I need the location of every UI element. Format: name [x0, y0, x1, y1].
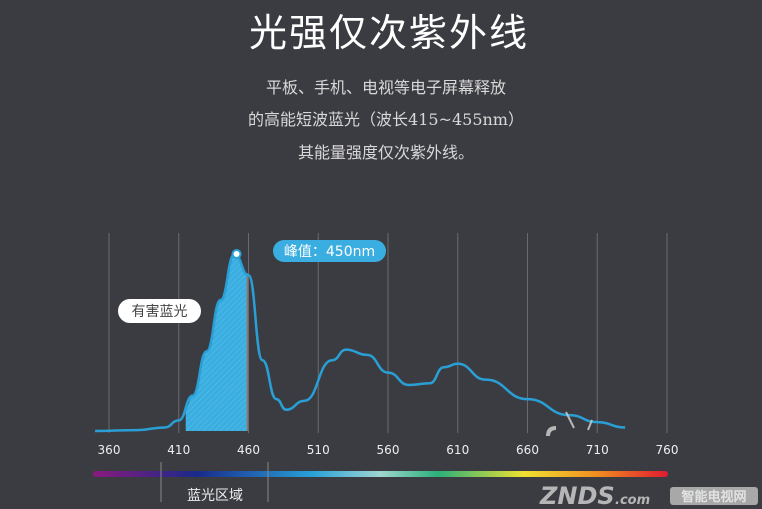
svg-text:ZNDS: ZNDS — [539, 482, 615, 509]
spectrum-curve — [95, 252, 626, 433]
harmful-blue-light-area — [185, 254, 248, 431]
znds-watermark: ZNDS .com 智能电视网 — [539, 411, 758, 509]
x-tick-label: 460 — [237, 443, 260, 457]
svg-text:.com: .com — [615, 493, 650, 508]
subtitle-line-3: 其能量强度仅次紫外线。 — [297, 143, 474, 162]
harmful-blue-light-label: 有害蓝光 — [132, 304, 188, 320]
x-tick-label: 560 — [377, 443, 400, 457]
spectrum-color-bar — [93, 471, 668, 477]
x-tick-label: 610 — [446, 443, 469, 457]
harmful-label-bg — [118, 299, 201, 323]
x-tick-label: 760 — [656, 443, 679, 457]
peak-point — [231, 249, 242, 259]
page-title: 光强仅次紫外线 — [248, 11, 529, 55]
x-tick-label: 410 — [167, 443, 190, 457]
subtitle-line-1: 平板、手机、电视等电子屏幕释放 — [265, 78, 506, 97]
x-tick-label: 510 — [307, 443, 330, 457]
peak-label: 峰值：450nm — [284, 244, 375, 260]
blue-light-region-label: 蓝光区域 — [187, 488, 243, 504]
x-tick-label: 660 — [516, 443, 539, 457]
x-tick-label: 360 — [98, 443, 121, 457]
peak-label-bg — [273, 240, 386, 262]
subtitle-line-2: 的高能短波蓝光（波长415~455nm） — [248, 110, 524, 129]
x-tick-label: 710 — [586, 443, 609, 457]
svg-text:智能电视网: 智能电视网 — [681, 489, 746, 505]
